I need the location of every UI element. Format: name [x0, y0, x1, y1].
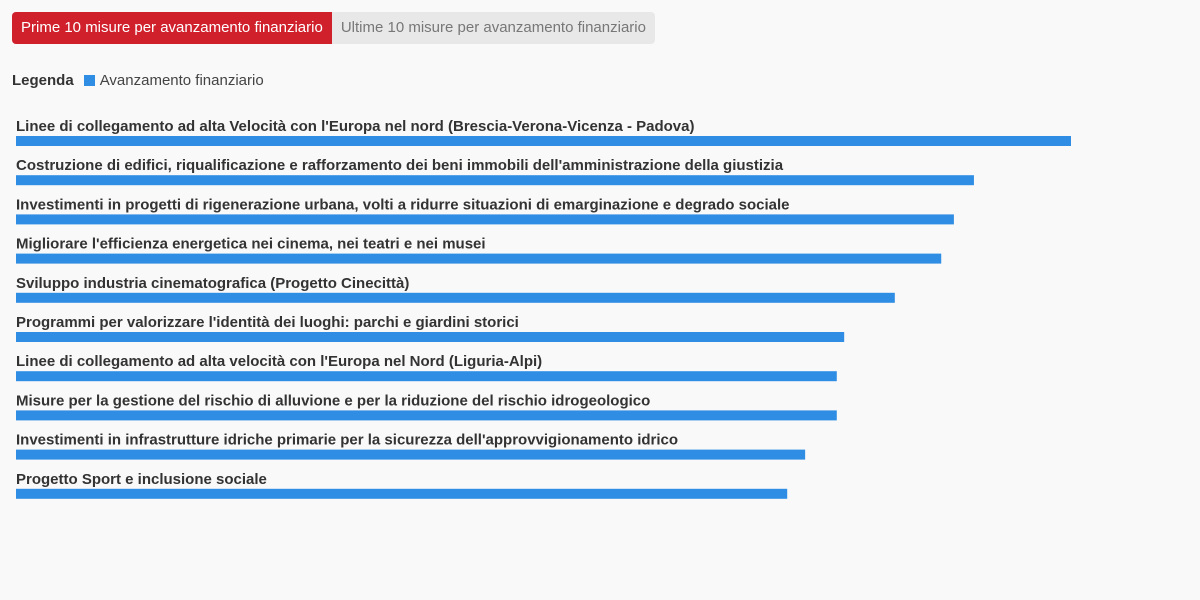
category-label: Sviluppo industria cinematografica (Prog… — [16, 275, 409, 292]
legend: Legenda Avanzamento finanziario — [12, 70, 264, 90]
legend-title: Legenda — [12, 71, 74, 89]
category-label: Costruzione di edifici, riqualificazione… — [16, 157, 784, 174]
category-label: Programmi per valorizzare l'identità dei… — [16, 314, 519, 331]
legend-label: Avanzamento finanziario — [99, 71, 264, 89]
bar[interactable] — [16, 214, 954, 225]
legend-swatch — [83, 74, 95, 86]
bar[interactable] — [16, 292, 895, 303]
bar[interactable] — [16, 332, 845, 342]
bar[interactable] — [16, 488, 788, 499]
category-label: Linee di collegamento ad alta Velocità c… — [16, 118, 694, 135]
tab-top-10[interactable]: Prime 10 misure per avanzamento finanzia… — [12, 12, 332, 44]
bar[interactable] — [16, 410, 837, 421]
category-label: Investimenti in infrastrutture idriche p… — [16, 432, 678, 449]
tab-bar: Prime 10 misure per avanzamento finanzia… — [12, 12, 655, 44]
category-label: Misure per la gestione del rischio di al… — [16, 392, 650, 409]
category-label: Progetto Sport e inclusione sociale — [16, 471, 267, 488]
bar[interactable] — [16, 175, 974, 186]
category-label: Linee di collegamento ad alta velocità c… — [16, 353, 542, 370]
bar[interactable] — [16, 253, 942, 264]
bar[interactable] — [16, 371, 837, 382]
category-label: Migliorare l'efficienza energetica nei c… — [16, 236, 486, 253]
bar[interactable] — [16, 449, 806, 460]
bar[interactable] — [16, 136, 1071, 146]
tab-bottom-10[interactable]: Ultime 10 misure per avanzamento finanzi… — [331, 12, 655, 44]
category-label: Investimenti in progetti di rigenerazion… — [16, 196, 790, 213]
